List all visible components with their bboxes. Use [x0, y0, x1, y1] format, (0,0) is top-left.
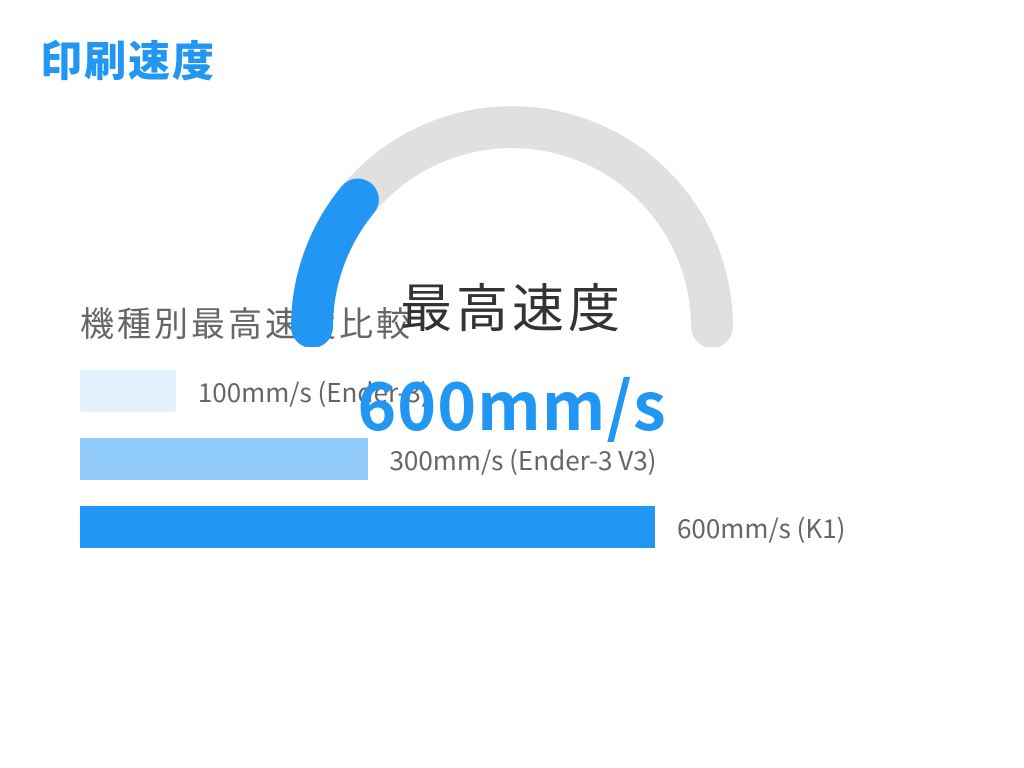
infographic-container: 印刷速度 最高速度 600mm/s 機種別最高速度比較 100mm/s (End…	[0, 0, 1024, 768]
gauge-labels: 最高速度 600mm/s	[40, 267, 984, 450]
max-speed-value: 600mm/s	[40, 354, 984, 450]
max-speed-label: 最高速度	[40, 267, 984, 342]
gauge-section: 最高速度 600mm/s	[40, 87, 984, 347]
bar-row: 600mm/s (K1)	[80, 506, 984, 548]
header-title: 印刷速度	[40, 28, 984, 89]
comparison-bar-label: 600mm/s (K1)	[677, 509, 845, 546]
comparison-bar	[80, 506, 655, 548]
